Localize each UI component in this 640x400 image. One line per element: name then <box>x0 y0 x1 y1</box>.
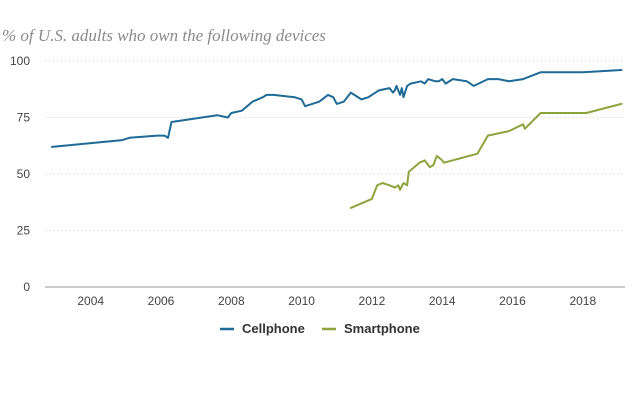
x-tick-label: 2014 <box>429 294 456 308</box>
x-tick-label: 2004 <box>77 294 104 308</box>
legend-label-cellphone: Cellphone <box>242 321 305 336</box>
legend-label-smartphone: Smartphone <box>344 321 420 336</box>
series-layer <box>51 69 623 209</box>
axis-layer: 0 25 50 75 100 2004 2006 2008 2010 2012 2014 2016 20… <box>10 54 625 308</box>
y-tick-label: 100 <box>10 54 30 68</box>
chart-subtitle: % of U.S. adults who own the following d… <box>2 26 326 45</box>
grid-layer <box>45 60 625 231</box>
x-tick-label: 2008 <box>218 294 245 308</box>
x-tick-label: 2010 <box>288 294 315 308</box>
y-tick-label: 50 <box>17 167 31 181</box>
x-tick-label: 2012 <box>359 294 386 308</box>
series-line-smartphone <box>349 102 623 209</box>
y-tick-label: 25 <box>17 224 31 238</box>
x-tick-label: 2006 <box>148 294 175 308</box>
y-tick-label: 75 <box>17 111 31 125</box>
legend: Cellphone Smartphone <box>220 321 420 336</box>
series-line-cellphone <box>51 69 623 148</box>
x-tick-label: 2018 <box>569 294 596 308</box>
x-tick-label: 2016 <box>499 294 526 308</box>
y-tick-label: 0 <box>23 280 30 294</box>
